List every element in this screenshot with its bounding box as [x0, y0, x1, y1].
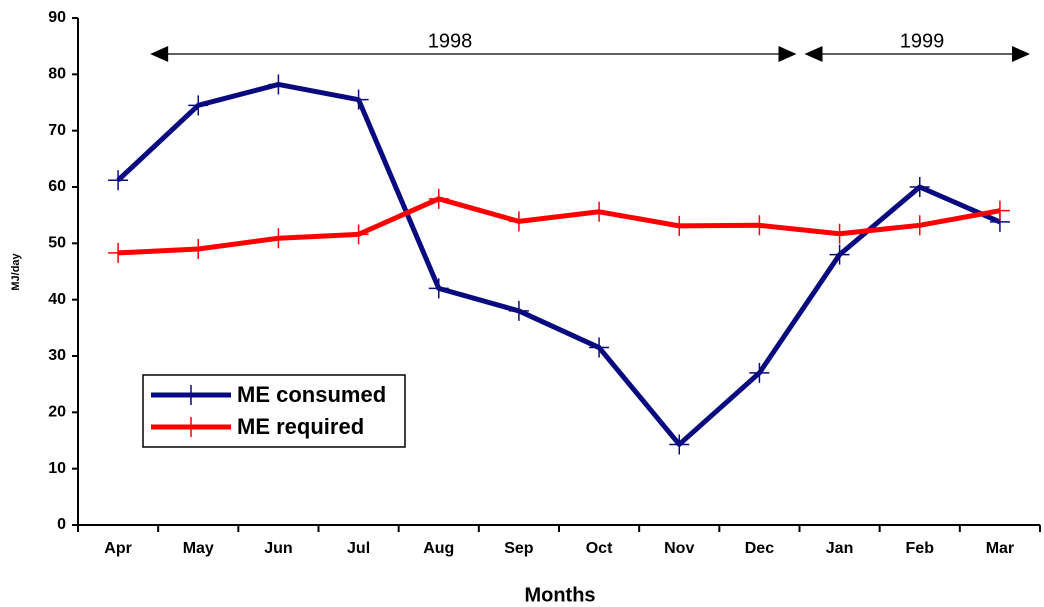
x-tick-label: Apr — [104, 540, 132, 557]
y-tick-label: 60 — [48, 178, 66, 195]
x-tick-label: Feb — [906, 540, 935, 557]
point-marker — [348, 89, 369, 110]
x-tick-label: Mar — [986, 540, 1014, 557]
y-tick-label: 80 — [48, 66, 66, 83]
series-line — [117, 196, 1001, 256]
x-tick-label: Dec — [745, 540, 774, 557]
legend-marker — [181, 417, 201, 437]
point-marker — [188, 238, 209, 259]
point-marker — [268, 74, 289, 95]
x-tick-label: Nov — [664, 540, 694, 557]
legend-marker — [181, 385, 201, 405]
arrow-head — [804, 46, 823, 62]
y-tick-label: 30 — [48, 347, 66, 364]
point-marker — [108, 242, 129, 263]
y-tick-label: 50 — [48, 235, 66, 252]
y-axis-label: MJ/day — [10, 252, 22, 290]
point-marker — [829, 244, 850, 265]
legend-label: ME required — [237, 414, 364, 439]
point-marker — [348, 224, 369, 245]
point-marker — [909, 215, 930, 236]
series-line — [116, 81, 1001, 447]
point-marker — [749, 215, 770, 236]
point-marker — [749, 362, 770, 383]
arrow-head — [778, 46, 797, 62]
x-tick-label: Sep — [504, 540, 534, 557]
x-tick-label: Aug — [423, 540, 454, 557]
arrow-head — [150, 46, 169, 62]
point-marker — [669, 215, 690, 236]
y-tick-label: 70 — [48, 122, 66, 139]
y-tick-label: 0 — [57, 516, 66, 533]
point-marker — [188, 95, 209, 116]
y-tick-label: 20 — [48, 404, 66, 421]
point-marker — [829, 223, 850, 244]
annotation: 1998 — [428, 30, 473, 52]
y-tick-label: 40 — [48, 291, 66, 308]
y-tick-label: 10 — [48, 460, 66, 477]
x-tick-label: Oct — [586, 540, 613, 557]
point-marker — [989, 200, 1010, 221]
annotation: 1999 — [900, 30, 945, 52]
x-tick-label: May — [183, 540, 214, 557]
point-marker — [428, 278, 449, 299]
legend-box — [142, 374, 406, 448]
point-marker — [589, 201, 610, 222]
arrow-head — [1012, 46, 1030, 62]
point-marker — [268, 228, 289, 249]
point-marker — [428, 188, 449, 209]
legend-label: ME consumed — [237, 382, 386, 407]
x-tick-label: Jul — [347, 540, 370, 557]
point-marker — [909, 177, 930, 197]
point-marker — [508, 300, 529, 321]
point-marker — [508, 211, 529, 232]
x-tick-label: Jun — [264, 540, 292, 557]
x-axis-label: Months — [524, 584, 595, 606]
point-marker — [669, 434, 690, 455]
point-marker — [589, 337, 610, 358]
y-tick-label: 90 — [48, 9, 66, 26]
x-tick-label: Jan — [826, 540, 854, 557]
point-marker — [108, 170, 129, 191]
